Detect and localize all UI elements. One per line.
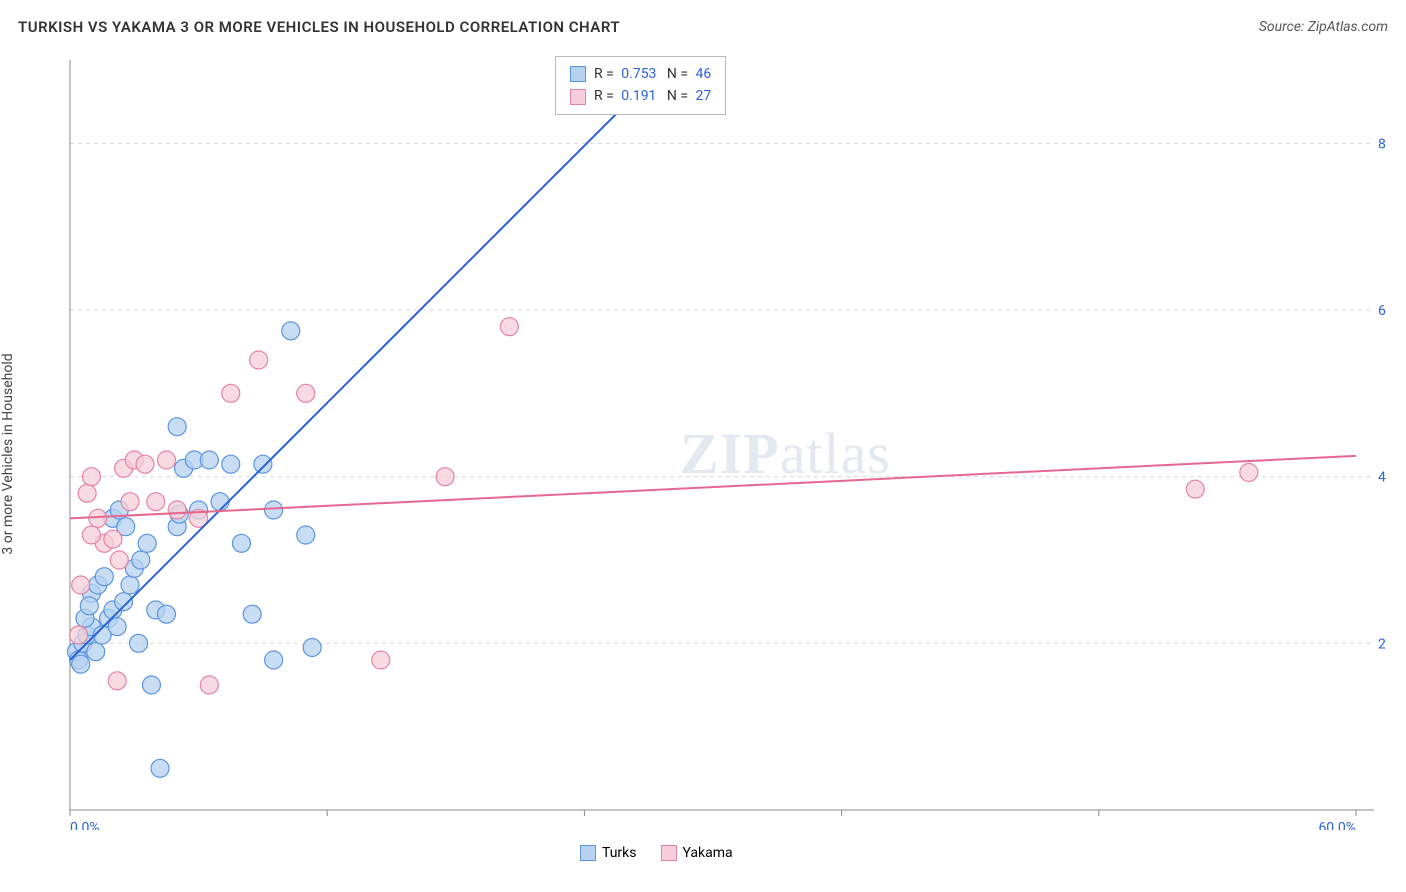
legend-swatch [570,89,586,105]
y-axis-label: 3 or more Vehicles in Household [0,353,16,554]
series-legend-label: Turks [602,845,637,861]
correlation-legend: R = 0.753 N = 46R = 0.191 N = 27 [555,56,726,115]
legend-swatch [580,845,596,861]
plot-container: 20.0% 40.0% 60.0% 80.0% 0.0% 60.0% [50,50,1386,830]
legend-row: R = 0.191 N = 27 [570,85,711,107]
svg-text:40.0%: 40.0% [1378,470,1386,486]
source-label: Source: ZipAtlas.com [1259,19,1388,35]
series-legend: Turks Yakama [580,845,733,861]
legend-text: R = 0.191 N = 27 [594,85,711,107]
svg-text:60.0%: 60.0% [1378,303,1386,319]
legend-text: R = 0.753 N = 46 [594,63,711,85]
series-legend-item: Turks [580,845,637,861]
legend-swatch [570,66,586,82]
series-legend-item: Yakama [661,845,733,861]
legend-row: R = 0.753 N = 46 [570,63,711,85]
series-legend-label: Yakama [683,845,733,861]
scatter-plot: 20.0% 40.0% 60.0% 80.0% 0.0% 60.0% [50,50,1386,830]
title-bar: TURKISH VS YAKAMA 3 OR MORE VEHICLES IN … [18,18,1388,36]
svg-text:20.0%: 20.0% [1378,636,1386,652]
svg-text:0.0%: 0.0% [70,820,100,830]
chart-title: TURKISH VS YAKAMA 3 OR MORE VEHICLES IN … [18,18,620,36]
svg-text:80.0%: 80.0% [1378,136,1386,152]
legend-swatch [661,845,677,861]
svg-text:60.0%: 60.0% [1318,820,1356,830]
